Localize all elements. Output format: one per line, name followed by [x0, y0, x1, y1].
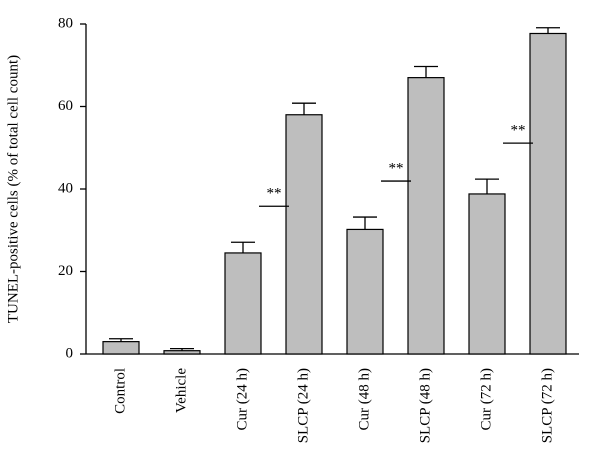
y-tick-label: 20 [58, 263, 73, 279]
x-tick-label: Cur (48 h) [356, 368, 372, 431]
bar [468, 193, 506, 355]
x-tick-label: Vehicle [173, 368, 189, 413]
bar [102, 341, 140, 355]
x-tick-label: SLCP (72 h) [539, 368, 555, 443]
bar [163, 350, 201, 355]
x-tick-label: Cur (24 h) [234, 368, 250, 431]
x-tick-label: SLCP (24 h) [295, 368, 311, 443]
x-tick-label: Control [112, 368, 128, 414]
bar [407, 77, 445, 355]
y-tick-label: 40 [58, 180, 73, 196]
y-tick-label: 80 [58, 15, 73, 31]
y-tick-label: 60 [58, 98, 73, 114]
bar [346, 228, 384, 355]
y-tick-label: 0 [66, 345, 74, 361]
y-axis-label: TUNEL-positive cells (% of total cell co… [5, 55, 21, 323]
x-tick-label: Cur (72 h) [478, 368, 494, 431]
significance-label: ** [267, 186, 282, 202]
bar [285, 114, 323, 355]
significance-label: ** [511, 123, 526, 139]
bar [224, 252, 262, 355]
bar [529, 32, 567, 355]
x-tick-label: SLCP (48 h) [417, 368, 433, 443]
significance-label: ** [389, 160, 404, 176]
